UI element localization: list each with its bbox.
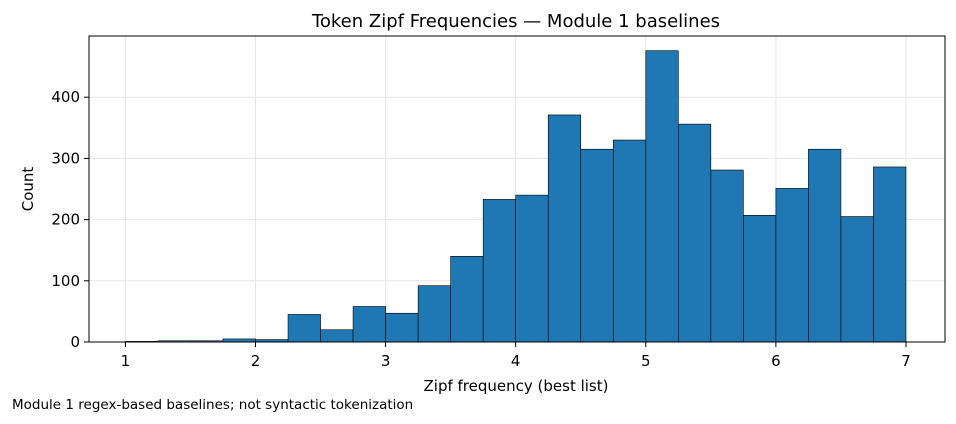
histogram-bar bbox=[417, 285, 451, 343]
x-axis-label: Zipf frequency (best list) bbox=[424, 377, 609, 395]
histogram-bar bbox=[287, 314, 321, 343]
x-tick-label: 2 bbox=[251, 352, 261, 370]
histogram-bar bbox=[775, 188, 809, 343]
histogram-bar bbox=[352, 306, 386, 343]
histogram-bar bbox=[547, 114, 582, 343]
histogram-bar bbox=[482, 199, 516, 343]
chart-title: Token Zipf Frequencies — Module 1 baseli… bbox=[311, 11, 720, 32]
y-axis-label: Count bbox=[19, 167, 37, 212]
histogram-bar bbox=[808, 148, 842, 343]
histogram-bar bbox=[385, 312, 419, 343]
x-tick-label: 3 bbox=[381, 352, 391, 370]
x-tick-label: 7 bbox=[901, 352, 911, 370]
chart-caption: Module 1 regex-based baselines; not synt… bbox=[12, 397, 414, 413]
histogram-bar bbox=[840, 216, 874, 343]
x-tick-label: 5 bbox=[641, 352, 651, 370]
y-axis-ticks: 0 100 200 300 400 bbox=[51, 88, 89, 351]
y-tick-label: 0 bbox=[70, 333, 80, 351]
histogram-bars bbox=[125, 50, 907, 343]
histogram-bar bbox=[612, 139, 647, 343]
x-tick-label: 6 bbox=[771, 352, 781, 370]
histogram-bar bbox=[320, 329, 354, 343]
plot-frame bbox=[88, 35, 946, 343]
histogram-bar bbox=[450, 256, 484, 343]
y-tick-label: 100 bbox=[51, 272, 80, 290]
y-tick-label: 200 bbox=[51, 211, 80, 229]
x-axis-ticks: 1 2 3 4 5 6 7 bbox=[121, 342, 911, 370]
histogram-bar bbox=[743, 215, 777, 343]
histogram-bar bbox=[873, 166, 907, 343]
histogram-bar bbox=[678, 123, 712, 343]
x-tick-label: 4 bbox=[511, 352, 521, 370]
x-tick-label: 1 bbox=[121, 352, 131, 370]
y-tick-label: 400 bbox=[51, 88, 80, 106]
y-tick-label: 300 bbox=[51, 149, 80, 167]
histogram-bar bbox=[580, 148, 614, 343]
histogram-bar bbox=[710, 169, 744, 343]
histogram-bar bbox=[645, 50, 679, 343]
histogram-bar bbox=[515, 194, 549, 343]
